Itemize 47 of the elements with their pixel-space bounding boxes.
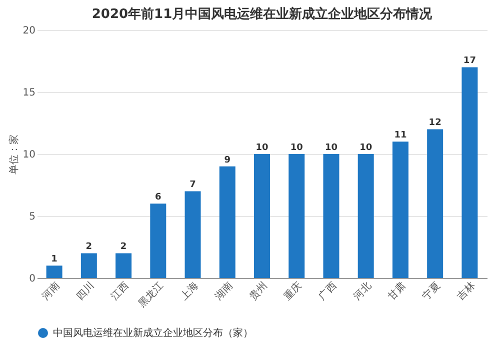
- y-tick-label: 20: [22, 26, 36, 36]
- x-tick-label: 广西: [316, 280, 340, 302]
- x-tick-label: 湖南: [212, 280, 236, 302]
- legend-label: 中国风电运维在业新成立企业地区分布（家）: [53, 327, 253, 339]
- bar: [80, 253, 97, 278]
- x-tick-label: 四川: [74, 280, 97, 302]
- x-tick-label: 宁夏: [420, 280, 443, 302]
- y-axis-title: 单位：家: [8, 134, 20, 174]
- bar: [184, 191, 201, 278]
- bar: [288, 154, 305, 278]
- bar: [116, 253, 132, 278]
- data-label: 12: [428, 118, 442, 128]
- data-label: 9: [224, 155, 231, 166]
- data-label: 2: [86, 242, 92, 252]
- y-tick-label: 15: [22, 88, 36, 98]
- bar: [46, 266, 62, 278]
- data-label: 6: [155, 192, 162, 203]
- bar: [358, 154, 374, 278]
- y-tick-label: 10: [22, 150, 36, 160]
- bar: [219, 166, 236, 278]
- data-label: 10: [290, 143, 303, 153]
- x-tick-label: 黑龙江: [136, 280, 166, 310]
- bar: [462, 67, 478, 278]
- data-label: 7: [190, 180, 196, 190]
- x-tick-label: 上海: [178, 280, 201, 302]
- x-tick-label: 贵州: [247, 280, 270, 302]
- x-tick-label: 河南: [39, 280, 62, 302]
- data-label: 1: [51, 254, 58, 265]
- chart-title: 2020年前11月中国风电运维在业新成立企业地区分布情况: [92, 6, 434, 22]
- data-label: 10: [256, 143, 268, 153]
- y-tick-label: 5: [29, 212, 36, 222]
- x-tick-label: 吉林: [454, 280, 478, 302]
- x-tick-label: 河北: [350, 280, 374, 302]
- x-tick-label: 重庆: [282, 280, 304, 302]
- data-label: 2: [120, 242, 127, 252]
- y-tick-label: 0: [29, 274, 36, 284]
- bar: [392, 142, 408, 278]
- x-tick-label: 甘肃: [386, 280, 408, 302]
- data-label: 11: [394, 130, 407, 141]
- data-label: 17: [463, 56, 476, 66]
- x-tick-label: 江西: [108, 280, 132, 302]
- bar: [427, 129, 444, 278]
- data-label: 10: [324, 143, 338, 153]
- bar: [150, 204, 166, 278]
- bar: [323, 154, 340, 278]
- data-label: 10: [360, 143, 372, 153]
- bar: [254, 154, 270, 278]
